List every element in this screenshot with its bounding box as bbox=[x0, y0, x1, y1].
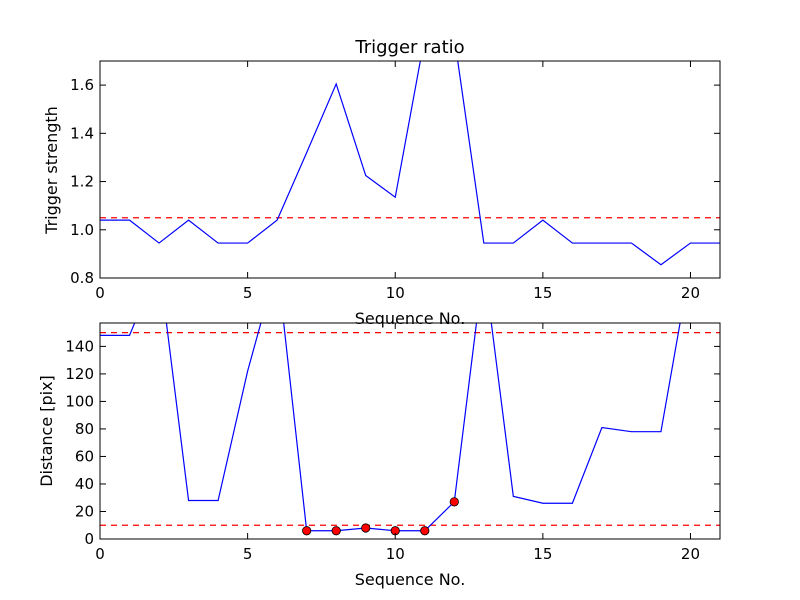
bottom-y-tick-label: 20 bbox=[75, 502, 94, 520]
bottom-marker-point bbox=[449, 497, 459, 507]
top-x-tick-label: 20 bbox=[681, 284, 700, 302]
bottom-threshold-lines bbox=[100, 332, 720, 526]
top-y-tick-label: 1.6 bbox=[70, 76, 94, 94]
bottom-marker-point bbox=[331, 526, 341, 536]
top-y-tick-label: 0.8 bbox=[70, 269, 94, 287]
bottom-plot-frame bbox=[99, 322, 721, 540]
top-y-tick-label: 1.4 bbox=[70, 124, 94, 142]
top-x-tick-label: 15 bbox=[533, 284, 552, 302]
bottom-x-tick-label: 20 bbox=[681, 545, 700, 563]
bottom-y-tick-label: 40 bbox=[75, 475, 94, 493]
bottom-y-tick-label: 100 bbox=[65, 392, 94, 410]
top-y-tick-label: 1.0 bbox=[70, 221, 94, 239]
bottom-x-tick-label: 15 bbox=[533, 545, 552, 563]
bottom-x-tick-label: 0 bbox=[95, 545, 105, 563]
bottom-markers bbox=[302, 497, 459, 536]
top-x-tick-label: 0 bbox=[95, 284, 105, 302]
top-y-ticks: 0.8 1.0 1.2 1.4 1.6 bbox=[70, 76, 720, 287]
bottom-marker-point bbox=[361, 523, 371, 533]
top-series-line bbox=[100, 61, 720, 266]
bottom-y-tick-label: 60 bbox=[75, 447, 94, 465]
top-x-tick-label: 5 bbox=[243, 284, 253, 302]
top-chart-title: Trigger ratio bbox=[354, 37, 464, 58]
bottom-marker-point bbox=[302, 526, 312, 536]
top-series-group bbox=[100, 61, 720, 266]
bottom-chart: 0 5 10 15 20 0 20 40 60 80 100 120 140 Sequence No.… bbox=[37, 322, 721, 589]
bottom-x-tick-label: 10 bbox=[386, 545, 405, 563]
top-y-tick-label: 1.2 bbox=[70, 173, 94, 191]
bottom-y-tick-label: 120 bbox=[65, 365, 94, 383]
bottom-series-line bbox=[100, 323, 681, 532]
bottom-y-ticks: 0 20 40 60 80 100 120 140 bbox=[65, 337, 720, 548]
top-y-axis-label: Trigger strength bbox=[42, 106, 61, 235]
bottom-y-tick-label: 0 bbox=[84, 530, 94, 548]
bottom-x-axis-label: Sequence No. bbox=[355, 570, 466, 589]
top-x-ticks: 0 5 10 15 20 bbox=[95, 61, 700, 302]
top-chart: Trigger ratio 0 5 10 15 20 0.8 1.0 1.2 1.4 1.6 S… bbox=[42, 37, 721, 328]
bottom-x-ticks: 0 5 10 15 20 bbox=[95, 323, 700, 563]
bottom-y-tick-label: 140 bbox=[65, 337, 94, 355]
bottom-marker-point bbox=[420, 526, 430, 536]
top-x-tick-label: 10 bbox=[386, 284, 405, 302]
bottom-series-group bbox=[100, 323, 681, 532]
bottom-x-tick-label: 5 bbox=[243, 545, 253, 563]
bottom-y-tick-label: 80 bbox=[75, 420, 94, 438]
bottom-y-axis-label: Distance [pix] bbox=[37, 375, 56, 487]
top-x-axis-label: Sequence No. bbox=[355, 309, 466, 328]
top-plot-frame bbox=[99, 60, 721, 279]
